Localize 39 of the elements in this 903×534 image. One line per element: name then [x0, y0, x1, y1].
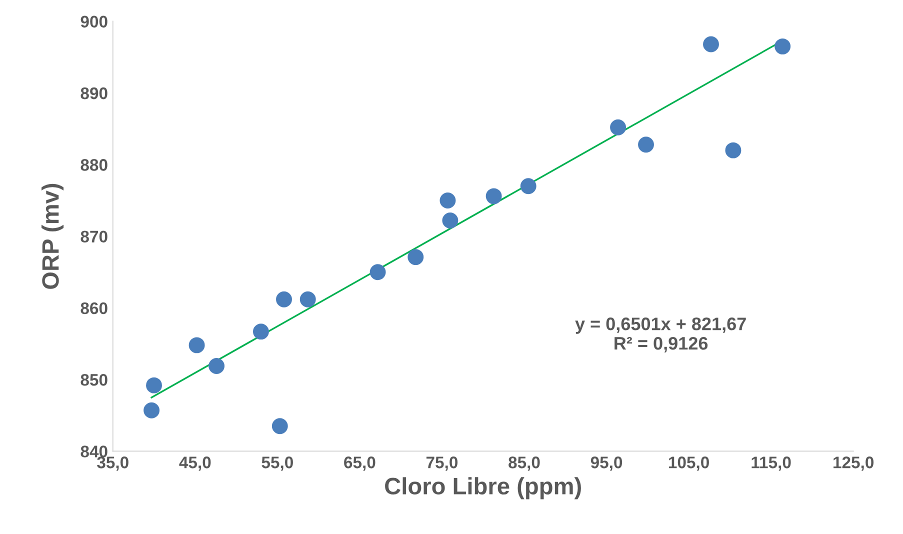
x-tick-label: 35,0 [97, 456, 128, 471]
x-tick-label: 75,0 [426, 456, 458, 471]
point [208, 358, 225, 374]
point [300, 291, 316, 308]
point [610, 119, 626, 136]
x-tick-label: 65,0 [344, 456, 376, 471]
point [188, 337, 205, 354]
point [703, 36, 719, 52]
x-tick-label: 105,0 [668, 456, 709, 471]
x-axis-title: Cloro Libre (ppm) [385, 477, 581, 500]
point [370, 264, 386, 280]
point [520, 178, 536, 194]
y-tick-label: 840 [80, 446, 108, 458]
x-tick-label: 45,0 [179, 456, 211, 471]
point [486, 188, 502, 204]
y-tick-label: 880 [80, 159, 108, 171]
point [440, 192, 456, 208]
y-tick-label: 900 [80, 16, 108, 28]
y-tick-label: 870 [80, 230, 108, 242]
y-tick-label: 860 [80, 302, 108, 314]
point [725, 142, 742, 158]
y-axis-title: ORP (mv) [42, 184, 64, 289]
x-tick-label: 125,0 [834, 456, 874, 471]
y-tick-label: 890 [80, 87, 108, 100]
y-tick-label: 850 [80, 374, 108, 386]
point [408, 249, 424, 266]
point [272, 418, 288, 434]
x-tick-label: 95,0 [590, 456, 622, 471]
x-tick-label: 85,0 [508, 456, 540, 471]
x-tick-label: 115,0 [752, 456, 791, 471]
point [144, 402, 160, 418]
point [774, 38, 791, 54]
point [638, 136, 654, 153]
annotation: y = 0,6501x + 821,67 R² = 0,9126 [575, 318, 746, 352]
point [146, 377, 162, 394]
x-tick-label: 55,0 [262, 456, 293, 471]
point [442, 212, 458, 229]
point [276, 291, 292, 308]
point [252, 324, 269, 340]
